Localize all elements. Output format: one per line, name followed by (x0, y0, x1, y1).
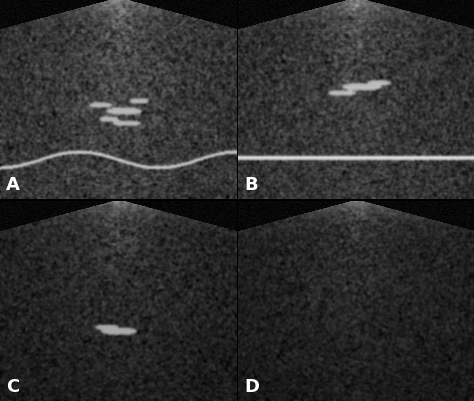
Text: B: B (244, 176, 257, 194)
Text: C: C (6, 377, 19, 395)
Text: A: A (6, 176, 20, 194)
Text: D: D (244, 377, 259, 395)
